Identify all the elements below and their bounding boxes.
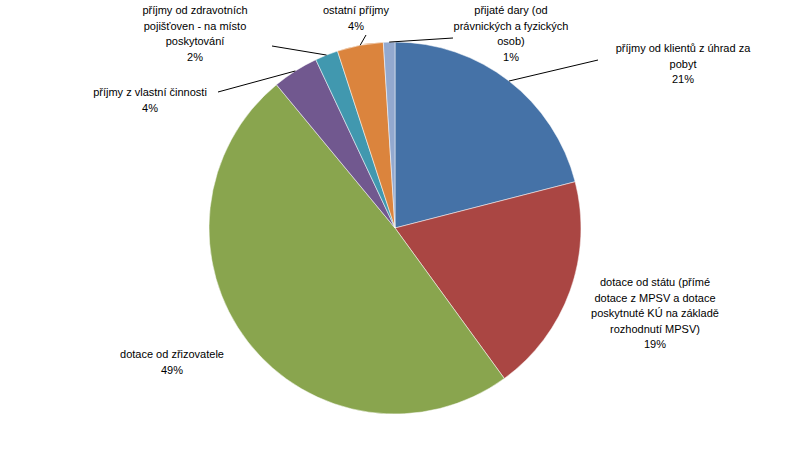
- slice-label: dotace od státu (přímé dotace z MPSV a do…: [591, 276, 719, 335]
- data-label: 19%: [644, 338, 666, 350]
- leader-line: [272, 46, 327, 55]
- data-label: 4%: [142, 102, 158, 114]
- slice-label: příjmy z vlastní činnosti: [93, 86, 207, 98]
- slice-label: ostatní příjmy: [323, 4, 390, 16]
- slice-label-line: příjmy od klientů z úhrad za: [616, 42, 751, 54]
- data-label: 4%: [348, 20, 364, 32]
- slice-label: příjmy od klientů z úhrad za pobyt: [616, 42, 751, 70]
- leader-line: [360, 35, 366, 45]
- leader-line: [218, 71, 295, 92]
- slice-label-line: dotace od státu (přímé: [600, 276, 710, 288]
- labels: příjmy od klientů z úhrad za pobyt 21% dota…: [93, 4, 751, 376]
- slice-label-line: ostatní příjmy: [323, 4, 390, 16]
- slice-label: přijaté dary (od právnických a fyzických o…: [454, 4, 569, 47]
- data-label: 49%: [161, 364, 183, 376]
- data-label: 2%: [187, 51, 203, 63]
- slice-label-line: příjmy od zdravotních: [142, 4, 247, 16]
- slice-label-line: poskytování: [166, 35, 225, 47]
- pie: [209, 42, 581, 414]
- slice-label-line: dotace z MPSV a dotace: [594, 292, 715, 304]
- leader-line: [509, 60, 598, 81]
- pie-slice: [338, 42, 395, 228]
- slice-label-line: osob): [497, 35, 525, 47]
- slice-label-line: právnických a fyzických: [454, 20, 569, 32]
- background: [0, 0, 788, 460]
- leader-line: [389, 38, 453, 42]
- slice-label-line: poskytnuté KÚ na základě: [591, 307, 719, 319]
- slice-label-line: rozhodnutí MPSV): [610, 323, 700, 335]
- chart: příjmy od klientů z úhrad za pobyt 21% dota…: [0, 0, 788, 460]
- data-label: 21%: [672, 73, 694, 85]
- slice-label-line: přijaté dary (od: [474, 4, 547, 16]
- slice-label-line: pobyt: [670, 58, 697, 70]
- slice-label: příjmy od zdravotních pojišťoven - na mís…: [142, 4, 247, 47]
- slice-label-line: příjmy z vlastní činnosti: [93, 86, 207, 98]
- pie-slice: [383, 42, 395, 228]
- slice-label-line: dotace od zřizovatele: [120, 348, 224, 360]
- leader-lines: [218, 35, 598, 92]
- slice-label: dotace od zřizovatele: [120, 348, 224, 360]
- slice-label-line: pojišťoven - na místo: [144, 20, 247, 32]
- data-label: 1%: [503, 51, 519, 63]
